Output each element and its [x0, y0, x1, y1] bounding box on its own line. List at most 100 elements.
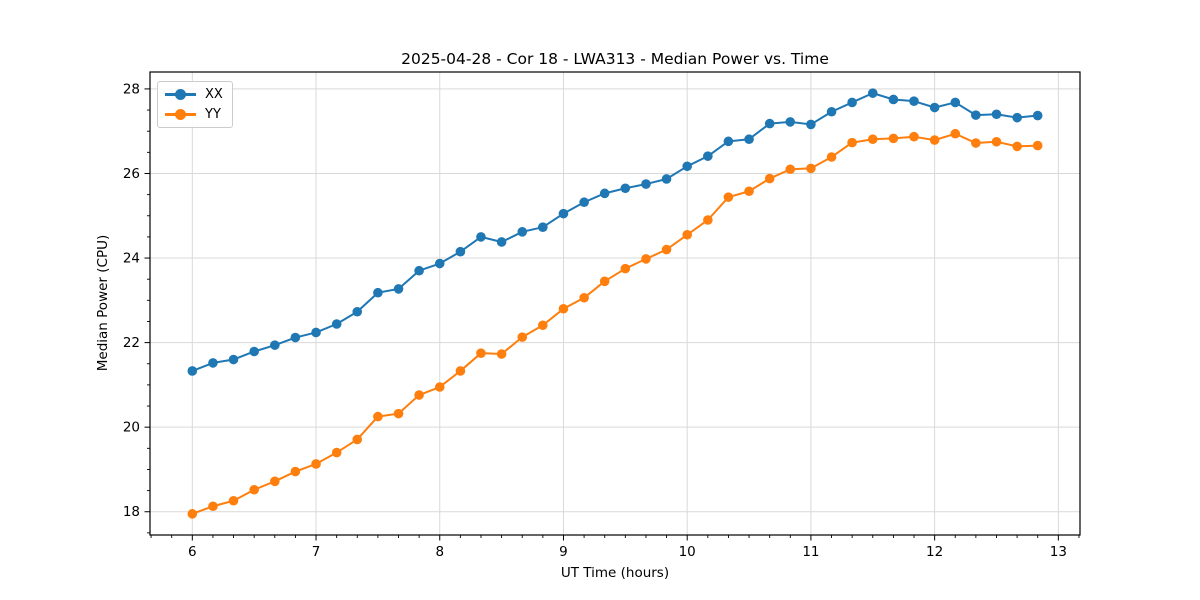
data-point-YY — [1032, 140, 1043, 151]
data-point-XX — [785, 117, 796, 127]
x-tick-label: 8 — [435, 544, 444, 560]
data-point-XX — [331, 319, 342, 329]
data-point-XX — [723, 136, 734, 147]
data-point-XX — [517, 227, 528, 237]
y-tick-label: 26 — [123, 166, 140, 182]
y-tick-label: 18 — [123, 504, 140, 520]
data-point-XX — [826, 106, 837, 117]
data-point-YY — [723, 192, 734, 202]
x-tick-label: 6 — [188, 544, 197, 560]
x-axis-label: UT Time (hours) — [561, 565, 669, 581]
y-tick-label: 24 — [123, 251, 140, 267]
x-tick-label: 10 — [679, 544, 696, 560]
legend-label: XX — [205, 87, 223, 102]
data-point-XX — [806, 119, 816, 130]
data-point-YY — [764, 173, 775, 184]
data-point-XX — [971, 110, 981, 120]
data-point-XX — [187, 366, 198, 376]
data-point-YY — [950, 128, 961, 139]
data-point-XX — [744, 134, 754, 145]
data-point-YY — [599, 276, 610, 287]
x-tick-label: 9 — [559, 544, 568, 560]
data-point-YY — [517, 332, 528, 342]
data-point-XX — [764, 118, 775, 129]
data-point-XX — [393, 284, 404, 294]
data-point-YY — [331, 447, 342, 458]
data-point-YY — [228, 495, 239, 506]
data-point-XX — [476, 232, 486, 242]
legend-dot — [175, 89, 186, 100]
legend-label: YY — [205, 107, 221, 122]
data-point-XX — [538, 222, 548, 232]
x-tick-label: 11 — [802, 544, 819, 560]
data-point-XX — [228, 354, 239, 365]
legend-line-marker-icon — [165, 107, 196, 122]
x-tick-label: 13 — [1050, 544, 1067, 560]
data-point-XX — [373, 287, 383, 298]
data-point-XX — [661, 174, 672, 184]
data-point-YY — [538, 320, 548, 331]
data-point-XX — [929, 102, 940, 113]
data-point-XX — [950, 97, 961, 108]
y-tick-label: 28 — [123, 81, 140, 97]
data-point-YY — [620, 263, 631, 274]
legend-item: XX — [165, 87, 223, 102]
data-point-XX — [311, 327, 321, 338]
data-point-YY — [311, 459, 321, 469]
data-point-XX — [991, 109, 1002, 120]
data-point-XX — [599, 188, 610, 199]
data-point-XX — [558, 208, 569, 219]
data-point-YY — [414, 390, 424, 400]
data-point-YY — [826, 152, 837, 162]
data-point-YY — [373, 411, 383, 422]
data-point-YY — [682, 229, 692, 240]
y-tick-label: 20 — [123, 420, 140, 436]
data-point-YY — [455, 366, 466, 376]
data-point-YY — [290, 466, 301, 477]
data-point-XX — [455, 246, 466, 257]
data-point-YY — [208, 501, 218, 512]
data-point-XX — [909, 96, 919, 106]
data-point-YY — [909, 131, 919, 142]
data-point-YY — [703, 215, 713, 225]
data-point-XX — [579, 197, 589, 208]
data-point-XX — [620, 183, 631, 194]
data-point-XX — [888, 94, 899, 105]
legend-line-marker-icon — [165, 87, 196, 102]
data-point-YY — [744, 186, 754, 197]
data-point-XX — [703, 151, 713, 161]
data-point-XX — [208, 358, 218, 368]
data-point-YY — [352, 434, 363, 445]
data-point-YY — [270, 476, 280, 487]
legend: XX YY — [157, 81, 233, 128]
data-point-XX — [641, 179, 651, 189]
data-point-YY — [1012, 141, 1022, 152]
data-point-YY — [476, 348, 486, 358]
data-point-YY — [558, 303, 569, 314]
data-point-YY — [971, 138, 981, 148]
data-point-YY — [867, 134, 878, 145]
data-point-YY — [496, 349, 507, 359]
data-point-XX — [270, 340, 280, 350]
data-point-XX — [496, 237, 507, 247]
data-point-XX — [352, 306, 363, 317]
data-point-XX — [414, 265, 424, 276]
data-point-XX — [434, 258, 445, 269]
data-point-YY — [641, 254, 651, 264]
data-point-YY — [249, 484, 259, 495]
data-point-YY — [187, 509, 198, 519]
data-point-XX — [290, 332, 301, 343]
data-point-XX — [1032, 110, 1043, 121]
y-axis-label: Median Power (CPU) — [95, 235, 111, 371]
data-point-XX — [867, 88, 878, 98]
data-point-YY — [929, 135, 940, 145]
y-tick-label: 22 — [123, 335, 140, 351]
data-point-XX — [1012, 112, 1022, 123]
data-point-YY — [888, 133, 899, 144]
data-point-YY — [393, 408, 404, 419]
data-point-YY — [847, 137, 857, 148]
x-tick-label: 7 — [312, 544, 321, 560]
data-point-XX — [249, 346, 259, 357]
